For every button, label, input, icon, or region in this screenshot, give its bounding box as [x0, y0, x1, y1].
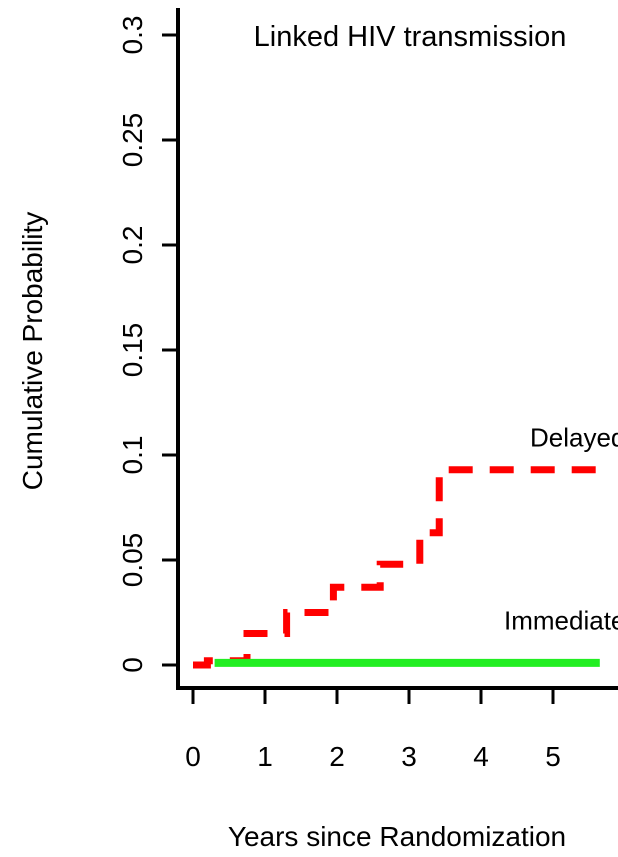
x-tick-label: 5	[545, 741, 561, 772]
annotation-immediate: Immediate	[504, 605, 618, 635]
x-tick-label: 0	[185, 741, 201, 772]
x-tick-label: 2	[329, 741, 345, 772]
y-axis-label: Cumulative Probability	[17, 212, 48, 491]
y-tick-label: 0.15	[117, 323, 148, 378]
text-layer: Linked HIV transmission Years since Rand…	[17, 16, 618, 852]
axes	[162, 8, 618, 704]
x-tick-label: 3	[401, 741, 417, 772]
chart-title: Linked HIV transmission	[254, 21, 567, 53]
y-tick-label: 0.1	[117, 436, 148, 475]
x-tick-label: 1	[257, 741, 273, 772]
y-tick-label: 0.25	[117, 113, 148, 168]
y-tick-label: 0.2	[117, 226, 148, 265]
y-tick-label: 0	[117, 657, 148, 673]
series-line-delayed	[193, 466, 600, 669]
x-tick-label: 4	[473, 741, 489, 772]
y-tick-label: 0.05	[117, 533, 148, 588]
annotation-delayed: Delayed	[530, 423, 618, 453]
series-layer	[193, 466, 600, 669]
y-tick-label: 0.3	[117, 16, 148, 55]
x-axis-label: Years since Randomization	[228, 821, 566, 852]
